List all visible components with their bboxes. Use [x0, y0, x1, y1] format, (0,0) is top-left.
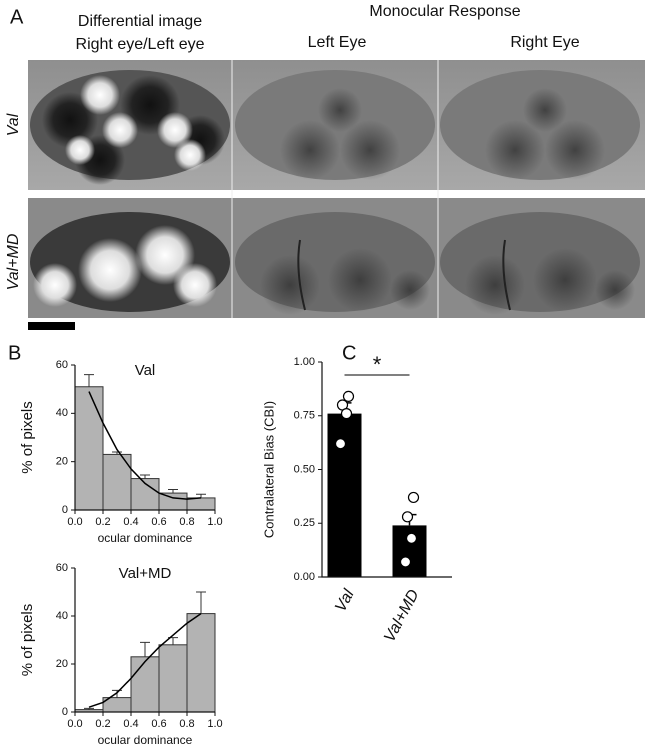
x-axis-label: ocular dominance: [98, 733, 193, 747]
bar: [158, 492, 188, 511]
y-axis-label: Contralateral Bias (CBI): [261, 401, 276, 538]
bar: [74, 386, 104, 511]
y-tick-label: 20: [56, 456, 68, 468]
data-point: [334, 438, 347, 450]
data-point: [401, 511, 414, 523]
row-label: Val+MD: [5, 233, 22, 290]
x-tick-label: Val+MD: [381, 586, 423, 644]
y-tick-label: 0.75: [294, 410, 315, 422]
x-tick-label: 1.0: [207, 718, 222, 730]
data-point: [342, 390, 355, 402]
y-tick-label: 60: [56, 562, 68, 574]
y-tick-label: 40: [56, 610, 68, 622]
column-title: Right Eye: [510, 34, 579, 51]
x-tick-label: 0.2: [95, 516, 110, 528]
fit-curve: [88, 391, 202, 500]
x-tick-label: 0.6: [151, 718, 166, 730]
x-tick-label: 0.2: [95, 718, 110, 730]
bar: [327, 413, 362, 577]
bar: [186, 613, 216, 713]
panel-label: B: [8, 342, 21, 364]
x-tick-label: 1.0: [207, 516, 222, 528]
fit-curve: [88, 612, 202, 708]
x-tick-label: 0.6: [151, 516, 166, 528]
column-title: Differential image: [78, 13, 202, 30]
y-axis-label: % of pixels: [19, 604, 36, 677]
data-point: [405, 532, 418, 544]
row-label: Val: [5, 113, 22, 136]
column-subtitle: Right eye/Left eye: [76, 36, 205, 53]
error-bar: [112, 451, 122, 455]
data-point: [340, 408, 353, 420]
y-tick-label: 40: [56, 407, 68, 419]
y-tick-label: 60: [56, 359, 68, 371]
column-title: Monocular Response: [369, 3, 520, 20]
annotation: *: [373, 352, 382, 377]
y-tick-label: 0.00: [294, 571, 315, 583]
error-bar: [168, 488, 178, 494]
chart-title: Val: [135, 362, 156, 379]
y-tick-label: 0: [62, 706, 68, 718]
column-title: Left Eye: [308, 34, 367, 51]
image-grid: [28, 60, 645, 330]
error-bar: [196, 591, 206, 614]
bar: [186, 497, 216, 511]
x-tick-label: Val: [332, 586, 358, 614]
data-point: [399, 556, 412, 568]
x-tick-label: 0.0: [67, 516, 82, 528]
error-bar: [84, 374, 94, 387]
x-axis-label: ocular dominance: [98, 531, 193, 545]
x-tick-label: 0.8: [179, 718, 194, 730]
x-tick-label: 0.0: [67, 718, 82, 730]
error-bar: [140, 641, 150, 657]
y-tick-label: 1.00: [294, 356, 315, 368]
panel-label: A: [10, 6, 24, 28]
x-tick-label: 0.8: [179, 516, 194, 528]
x-tick-label: 0.4: [123, 516, 138, 528]
bar: [158, 644, 188, 713]
panel-label: C: [342, 342, 356, 364]
y-tick-label: 0: [62, 504, 68, 516]
error-bar: [196, 493, 206, 498]
chart-title: Val+MD: [119, 565, 172, 582]
x-tick-label: 0.4: [123, 718, 138, 730]
y-tick-label: 0.25: [294, 517, 315, 529]
y-tick-label: 20: [56, 658, 68, 670]
y-tick-label: 0.50: [294, 463, 315, 475]
y-axis-label: % of pixels: [19, 401, 36, 474]
bar: [130, 656, 160, 713]
error-bar: [112, 689, 122, 698]
data-point: [407, 491, 420, 504]
error-bar: [84, 707, 94, 710]
error-bar: [140, 474, 150, 479]
